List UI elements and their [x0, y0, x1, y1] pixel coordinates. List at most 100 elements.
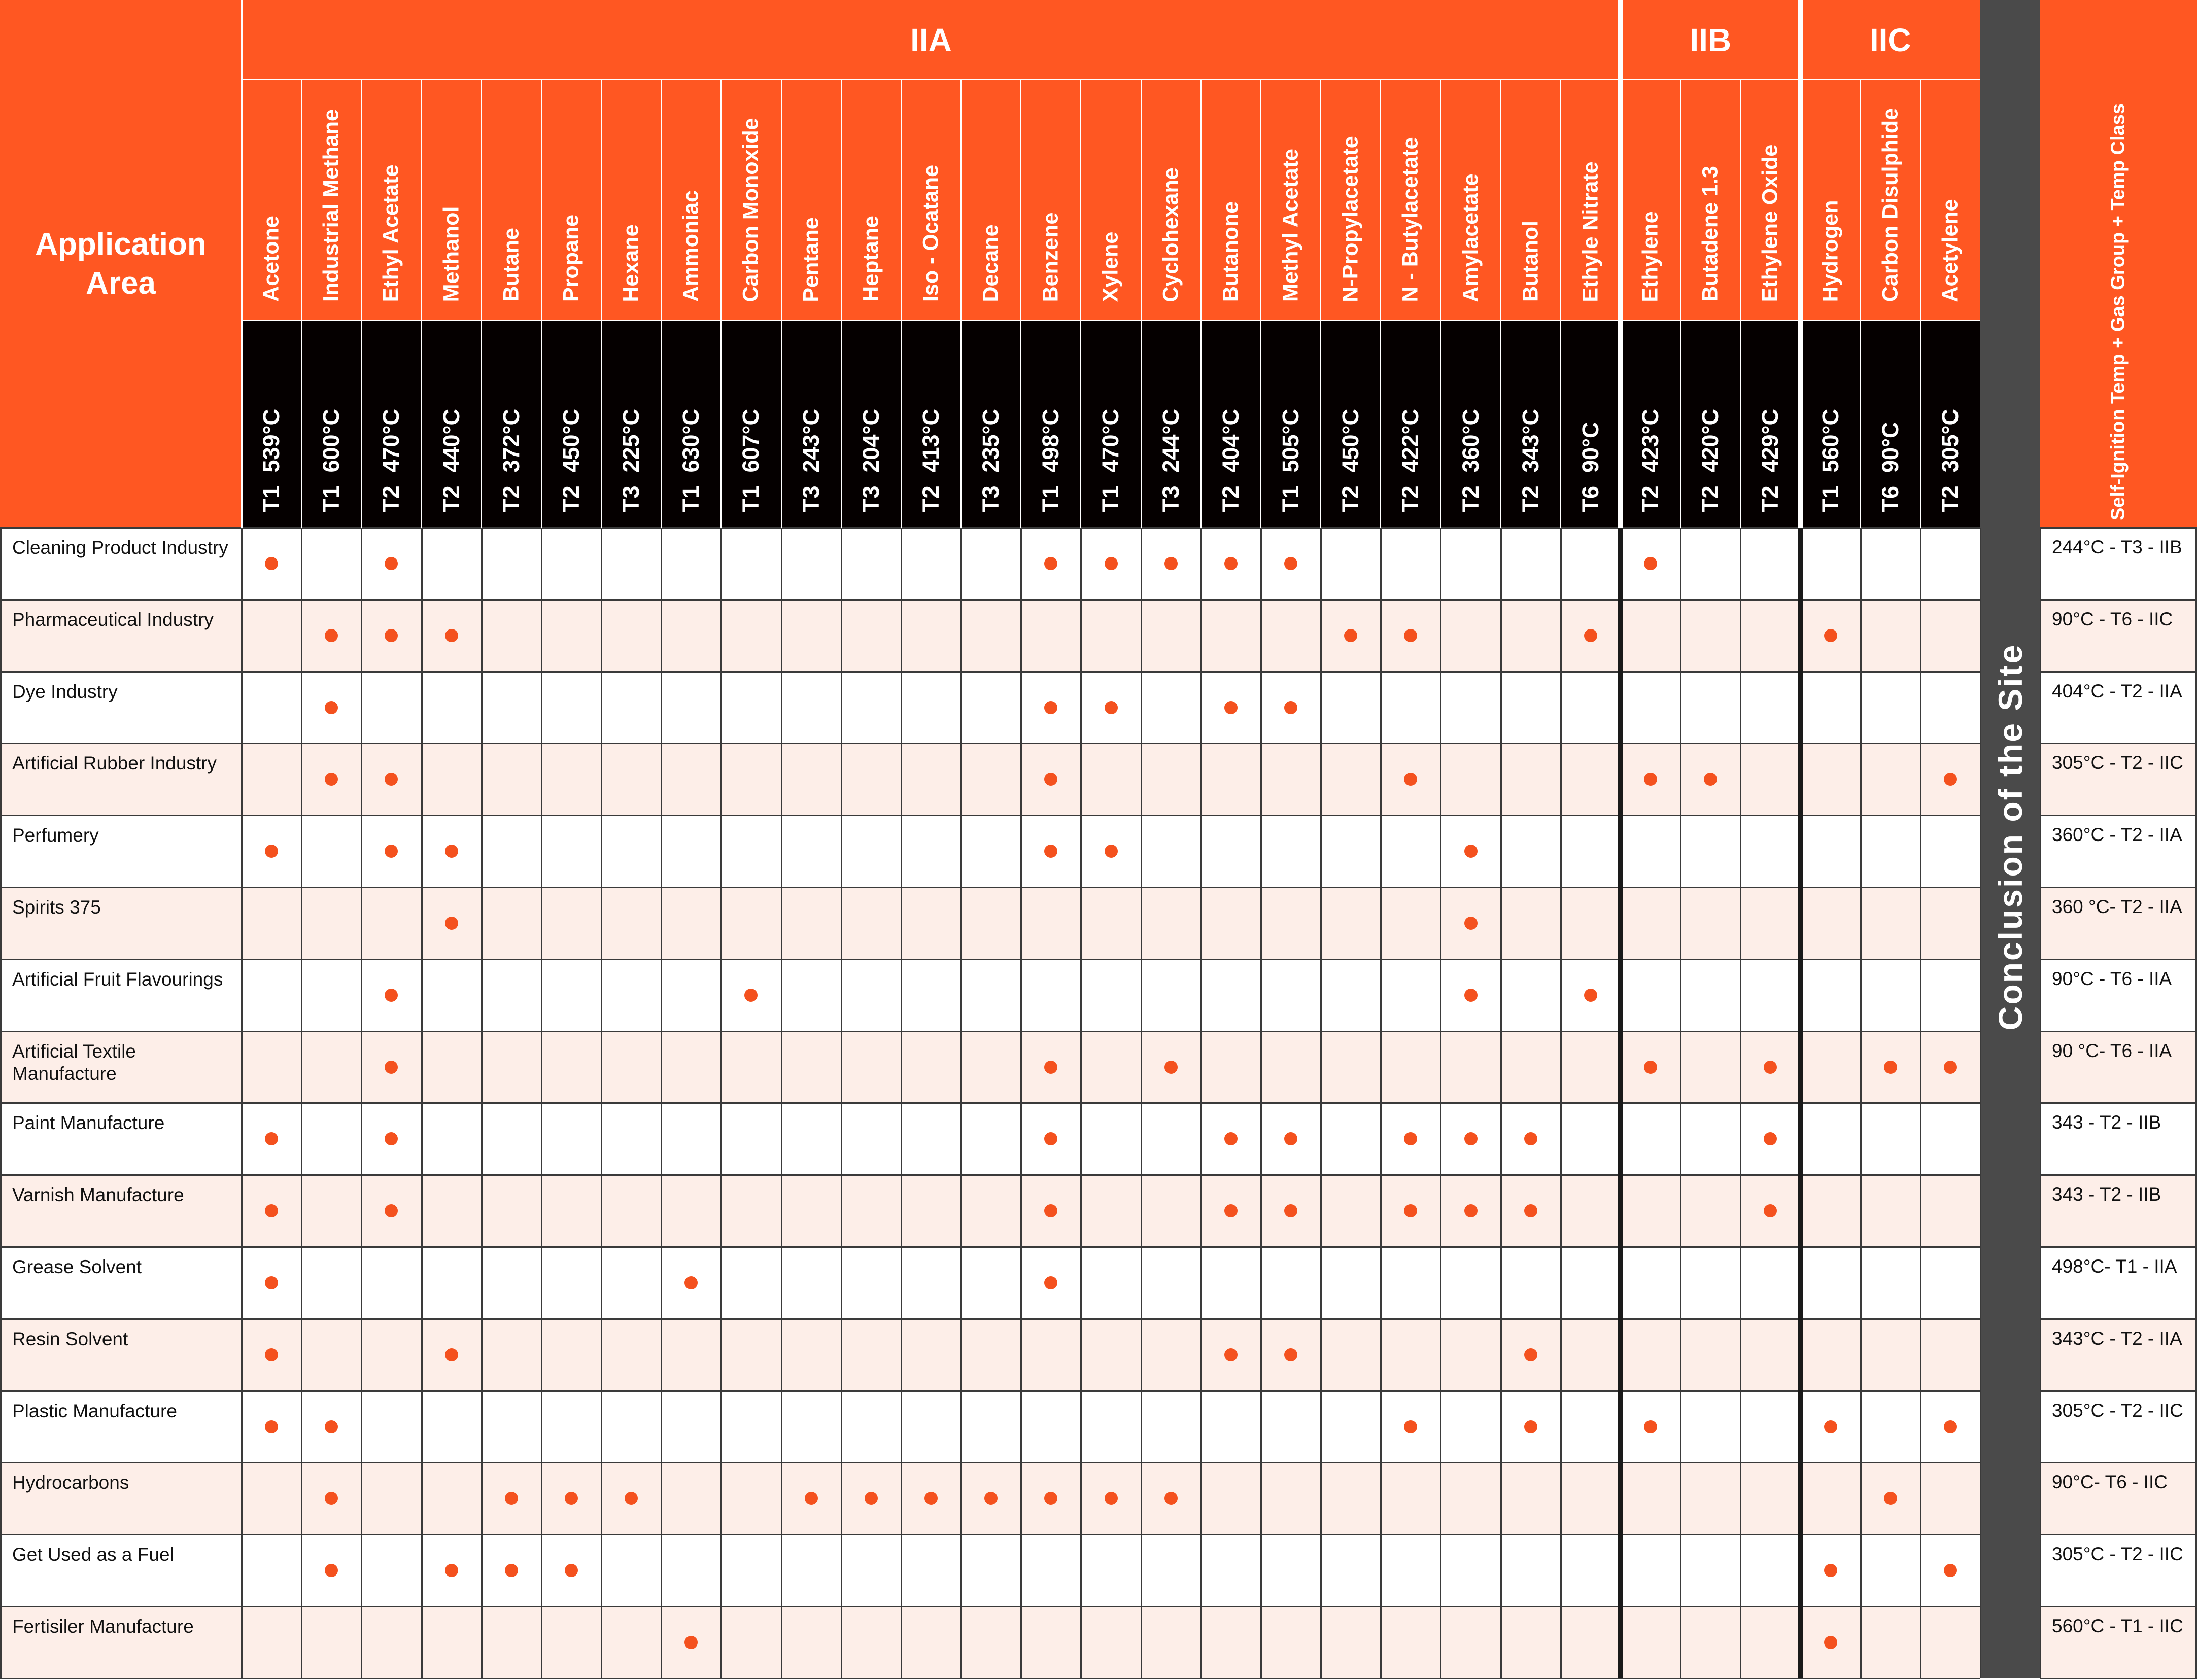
- application-area-label: Hydrocarbons: [12, 1472, 129, 1493]
- gas-name: Cyclohexane: [1158, 167, 1183, 302]
- header-divider: [242, 79, 1980, 80]
- application-area-line-1: Application: [35, 226, 207, 262]
- temp-class: T3: [618, 485, 644, 513]
- header-divider: [361, 80, 362, 528]
- table-row: [0, 815, 1980, 887]
- gas-temp-class: T6 90°C: [1577, 422, 1604, 512]
- gas-name-cell: N - Butylacetate: [1381, 80, 1441, 320]
- ignition-temp: 429°C: [1757, 408, 1783, 473]
- gas-temp-class: T2 420°C: [1697, 409, 1724, 512]
- match-dot: [1284, 556, 1298, 570]
- row-divider: [2040, 671, 2197, 673]
- gas-temp-cell: T1 607°C: [721, 320, 781, 528]
- header-divider: [1020, 80, 1022, 528]
- application-area-label: Spirits 375: [12, 897, 101, 918]
- group-divider-body: [1798, 528, 1803, 1678]
- gas-name: Ammoniac: [678, 190, 703, 302]
- gas-temp-cell: T3 235°C: [961, 320, 1021, 528]
- row-divider: [2040, 1102, 2197, 1104]
- gas-temp-class: T1 505°C: [1278, 409, 1304, 512]
- table-row: [0, 887, 1980, 959]
- table-row-summary-bg: [2040, 1318, 2197, 1391]
- match-dot: [1764, 1204, 1777, 1218]
- gas-name: Decane: [978, 224, 1003, 302]
- gas-temp-class: T3 244°C: [1158, 409, 1184, 512]
- application-area-label: Artificial Rubber Industry: [12, 753, 217, 774]
- match-dot: [504, 1564, 518, 1578]
- temp-class: T2: [1937, 485, 1963, 513]
- table-row: [0, 671, 1980, 744]
- ignition-temp: 470°C: [1097, 408, 1124, 473]
- application-area-header: Application Area: [0, 0, 242, 528]
- table-row-summary-bg: [2040, 1462, 2197, 1535]
- header-divider: [601, 80, 602, 528]
- header-divider: [780, 80, 782, 528]
- column-divider: [1440, 528, 1442, 1678]
- match-dot: [385, 1204, 398, 1218]
- gas-temp-cell: T1 630°C: [661, 320, 722, 528]
- gas-name: Butane: [499, 228, 524, 302]
- gas-name: N-Propylacetate: [1338, 135, 1363, 302]
- application-area-line-2: Area: [86, 266, 156, 301]
- column-divider: [1380, 528, 1382, 1678]
- gas-temp-class: T2 470°C: [378, 409, 404, 512]
- row-divider: [2040, 1534, 2197, 1536]
- row-divider: [2040, 958, 2197, 960]
- conclusion-band: Conclusion of the Site: [1980, 0, 2040, 1678]
- match-dot: [385, 773, 398, 786]
- application-area-label: Artificial Fruit Flavourings: [12, 968, 223, 990]
- temp-class: T1: [1038, 485, 1064, 513]
- row-summary-value: 90°C - T6 - IIC: [2052, 608, 2173, 629]
- gas-temp-class: T2 404°C: [1218, 409, 1244, 512]
- gas-name-cell: Cyclohexane: [1141, 80, 1201, 320]
- gas-group-header-iib: IIB: [1620, 0, 1801, 80]
- match-dot: [265, 1276, 279, 1289]
- table-row-summary-bg: [2040, 815, 2197, 887]
- row-divider: [0, 1677, 1980, 1679]
- row-summary-value: 343°C - T2 - IIA: [2052, 1327, 2182, 1349]
- gas-temp-cell: T3 225°C: [601, 320, 662, 528]
- match-dot: [1524, 1348, 1537, 1361]
- row-divider: [0, 1174, 1980, 1176]
- match-dot: [625, 1492, 638, 1506]
- match-dot: [564, 1492, 578, 1506]
- match-dot: [385, 556, 398, 570]
- application-area-label: Get Used as a Fuel: [12, 1544, 174, 1565]
- temp-class: T2: [1757, 485, 1783, 513]
- row-divider: [0, 743, 1980, 745]
- gas-temp-cell: T6 90°C: [1860, 320, 1920, 528]
- gas-temp-cell: T2 404°C: [1200, 320, 1261, 528]
- column-divider: [1200, 528, 1202, 1678]
- table-row: [0, 1318, 1980, 1391]
- match-dot: [1824, 1564, 1837, 1578]
- column-divider: [480, 528, 483, 1678]
- gas-temp-class: T6 90°C: [1877, 422, 1904, 512]
- row-divider: [2040, 1246, 2197, 1248]
- application-area-label: Pharmaceutical Industry: [12, 609, 214, 630]
- gas-temp-cell: T2 429°C: [1740, 320, 1801, 528]
- match-dot: [385, 1132, 398, 1146]
- gas-name: Propane: [559, 214, 583, 302]
- match-dot: [1704, 773, 1718, 786]
- match-dot: [1464, 1204, 1478, 1218]
- match-dot: [1044, 1492, 1058, 1506]
- gas-temp-class: T2 343°C: [1518, 409, 1544, 512]
- gas-name: Methyl Acetate: [1278, 149, 1303, 302]
- ignition-temp: 244°C: [1157, 408, 1184, 473]
- row-divider: [0, 599, 1980, 601]
- table-row: [0, 1606, 1980, 1678]
- match-dot: [325, 701, 338, 714]
- match-dot: [385, 845, 398, 858]
- temp-class: T1: [738, 485, 764, 513]
- ignition-temp: 470°C: [378, 408, 404, 473]
- match-dot: [1464, 1132, 1478, 1146]
- column-divider: [1080, 528, 1082, 1678]
- header-divider: [1200, 80, 1202, 528]
- header-divider: [1919, 80, 1921, 528]
- column-divider: [960, 528, 963, 1678]
- column-divider: [601, 528, 603, 1678]
- temp-class: T2: [1337, 485, 1364, 513]
- gas-name: Ethylene Oxide: [1758, 144, 1782, 302]
- row-divider: [2040, 1174, 2197, 1176]
- table-row: [0, 1534, 1980, 1606]
